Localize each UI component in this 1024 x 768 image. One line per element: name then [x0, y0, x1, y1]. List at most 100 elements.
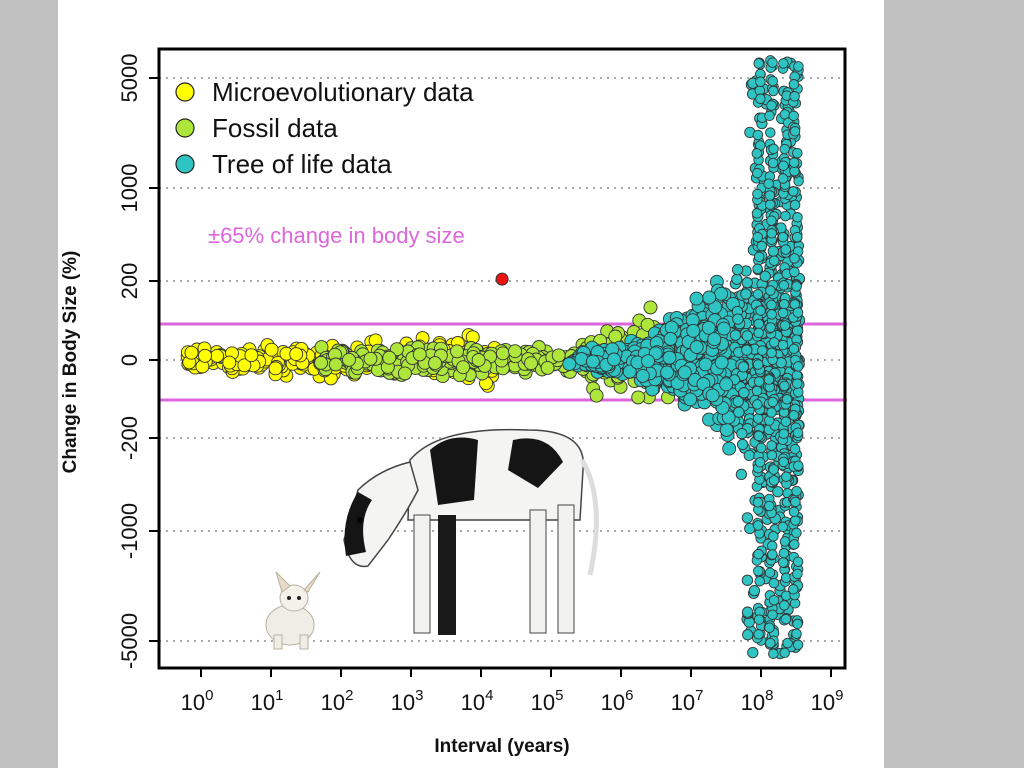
tree-of-life-point — [777, 557, 789, 568]
great-dane-illustration — [343, 428, 599, 635]
tree-of-life-point — [752, 188, 763, 200]
micro-point — [222, 355, 237, 370]
tree-of-life-point — [759, 270, 771, 282]
tree-of-life-point — [660, 365, 675, 380]
tree-of-life-point — [791, 485, 802, 497]
annotation-text: ±65% change in body size — [208, 223, 465, 248]
fossil-point — [643, 300, 658, 315]
tree-of-life-point — [791, 628, 802, 639]
tree-of-life-point — [789, 266, 800, 278]
tree-of-life-point — [772, 486, 784, 498]
fossil-point — [551, 348, 566, 363]
tree-of-life-point — [729, 329, 742, 341]
tree-of-life-point — [768, 255, 780, 266]
chihuahua-illustration — [265, 571, 321, 650]
y-tick-label: 5000 — [117, 54, 142, 103]
tree-of-life-point — [789, 539, 800, 550]
tree-of-life-point — [741, 344, 753, 356]
tree-of-life-point — [732, 395, 744, 408]
tree-of-life-point — [777, 521, 789, 533]
tree-of-life-point — [764, 500, 775, 512]
micro-point — [268, 361, 283, 376]
fossil-point — [328, 357, 343, 372]
fossil-point — [631, 390, 646, 405]
tree-of-life-point — [755, 76, 766, 87]
tree-of-life-point — [767, 157, 779, 169]
x-tick-label: 100 — [181, 687, 214, 715]
tree-of-life-point — [792, 212, 803, 223]
tree-of-life-point — [766, 449, 778, 461]
micro-point — [210, 348, 225, 363]
tree-of-life-point — [738, 387, 750, 399]
tree-of-life-point — [722, 441, 737, 456]
tree-of-life-point — [788, 79, 800, 90]
tree-of-life-point — [768, 577, 780, 589]
x-axis: 100 101 102 103 104 105 106 107 108 109 — [181, 668, 843, 715]
legend-marker-fossil — [175, 118, 195, 138]
tree-of-life-point — [766, 440, 777, 451]
tree-of-life-point — [732, 313, 744, 325]
fossil-point — [508, 344, 522, 359]
tree-of-life-point — [719, 377, 734, 392]
tree-of-life-point — [716, 321, 731, 336]
fossil-point — [589, 388, 604, 403]
fossil-point — [495, 346, 510, 361]
tree-of-life-point — [777, 231, 789, 243]
tree-of-life-point — [780, 416, 792, 427]
tree-of-life-point — [752, 359, 764, 370]
tree-of-life-point — [766, 407, 777, 418]
tree-of-life-point — [767, 75, 778, 87]
tree-of-life-point — [768, 85, 779, 97]
tree-of-life-point — [767, 549, 778, 560]
tree-of-life-point — [755, 305, 766, 316]
micro-point — [237, 358, 252, 373]
tree-of-life-point — [788, 343, 800, 355]
tree-of-life-point — [791, 527, 802, 539]
tree-of-life-point — [765, 322, 776, 333]
fossil-point — [342, 352, 356, 367]
tree-of-life-point — [741, 574, 754, 586]
tree-of-life-point — [763, 374, 775, 385]
tree-of-life-point — [751, 385, 763, 397]
tree-of-life-point — [788, 410, 800, 421]
tree-of-life-point — [789, 199, 801, 211]
tree-of-life-point — [751, 148, 763, 159]
tree-of-life-point — [778, 280, 790, 291]
tree-of-life-point — [792, 618, 803, 630]
tree-of-life-point — [766, 299, 777, 311]
tree-of-life-point — [689, 340, 704, 354]
fossil-point — [397, 366, 412, 381]
tree-of-life-point — [701, 320, 716, 335]
tree-of-life-point — [767, 609, 778, 620]
tree-of-life-point — [707, 332, 722, 347]
y-tick-label: -5000 — [117, 613, 142, 669]
tree-of-life-point — [779, 600, 790, 611]
fossil-point — [450, 344, 464, 359]
tree-of-life-point — [793, 460, 804, 471]
data-points — [180, 55, 806, 660]
tree-of-life-point — [764, 622, 775, 633]
tree-of-life-point — [768, 464, 779, 475]
micro-point — [264, 342, 279, 357]
legend-marker-tree-of-life — [175, 154, 195, 174]
tree-of-life-point — [788, 110, 799, 122]
tree-of-life-point — [792, 427, 804, 438]
legend-marker-microevolutionary — [175, 82, 195, 102]
tree-of-life-point — [779, 320, 791, 331]
tree-of-life-point — [741, 330, 753, 342]
tree-of-life-point — [753, 376, 765, 387]
tree-of-life-point — [791, 325, 804, 337]
y-tick-label: -200 — [117, 416, 142, 460]
tree-of-life-point — [780, 210, 791, 222]
tree-of-life-point — [764, 567, 776, 578]
micro-point — [244, 348, 259, 363]
x-tick-label: 101 — [251, 687, 284, 715]
fossil-point — [363, 351, 378, 366]
tree-of-life-point — [741, 606, 754, 618]
tree-of-life-point — [686, 323, 701, 338]
x-tick-label: 105 — [531, 687, 564, 715]
tree-of-life-point — [714, 355, 729, 370]
y-tick-label: 0 — [117, 354, 142, 366]
tree-of-life-point — [777, 307, 789, 319]
tree-of-life-point — [664, 320, 679, 335]
